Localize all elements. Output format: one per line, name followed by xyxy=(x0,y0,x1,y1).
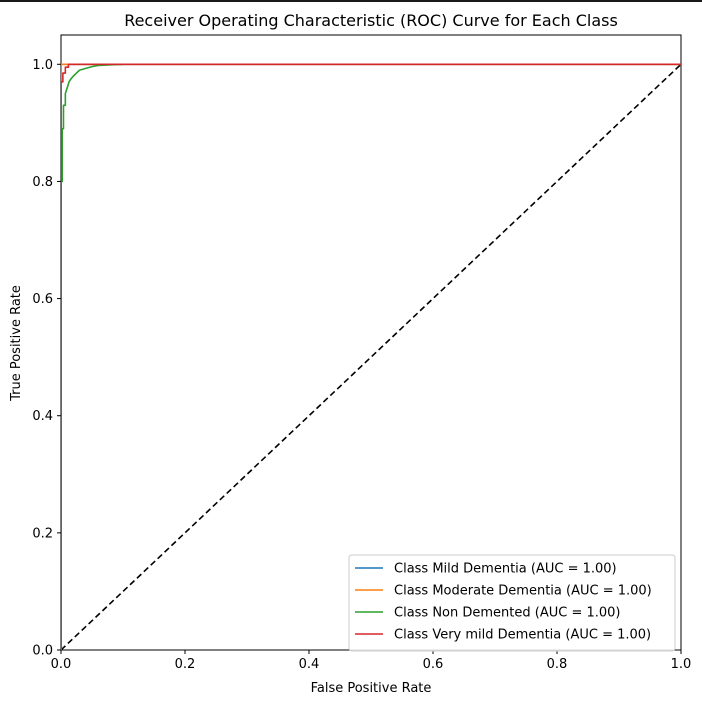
x-tick-label: 0.0 xyxy=(51,657,72,672)
x-tick-label: 0.8 xyxy=(547,657,568,672)
legend-entry: Class Mild Dementia (AUC = 1.00) xyxy=(394,562,617,577)
y-tick-label: 0.2 xyxy=(32,526,53,541)
chart-title: Receiver Operating Characteristic (ROC) … xyxy=(124,11,618,30)
y-tick-label: 1.0 xyxy=(32,58,53,73)
legend-box xyxy=(348,554,676,652)
x-axis-label: False Positive Rate xyxy=(311,681,432,696)
legend-entry: Class Moderate Dementia (AUC = 1.00) xyxy=(394,584,652,599)
y-tick-label: 0.6 xyxy=(32,292,53,307)
y-tick-label: 0.4 xyxy=(32,409,53,424)
y-axis-label: True Positive Rate xyxy=(9,285,24,402)
x-tick-label: 1.0 xyxy=(671,657,692,672)
roc-series-line xyxy=(61,63,681,650)
x-tick-label: 0.4 xyxy=(299,657,320,672)
legend: Class Mild Dementia (AUC = 1.00) Class Mo… xyxy=(348,554,676,652)
x-tick-label: 0.6 xyxy=(423,657,444,672)
legend-entry: Class Very mild Dementia (AUC = 1.00) xyxy=(394,628,651,643)
plot-area: 0.0 0.2 0.4 0.6 0.8 1.0 0.0 0.2 0.4 0.6 0.8 1.0 xyxy=(32,34,692,672)
legend-entry: Class Non Demented (AUC = 1.00) xyxy=(394,606,621,621)
series-group xyxy=(61,63,681,650)
y-tick-label: 0.8 xyxy=(32,175,53,190)
x-tick-label: 0.2 xyxy=(175,657,196,672)
roc-series-line xyxy=(61,63,124,650)
y-tick-label: 0.0 xyxy=(32,644,53,659)
window-top-border xyxy=(0,0,702,2)
